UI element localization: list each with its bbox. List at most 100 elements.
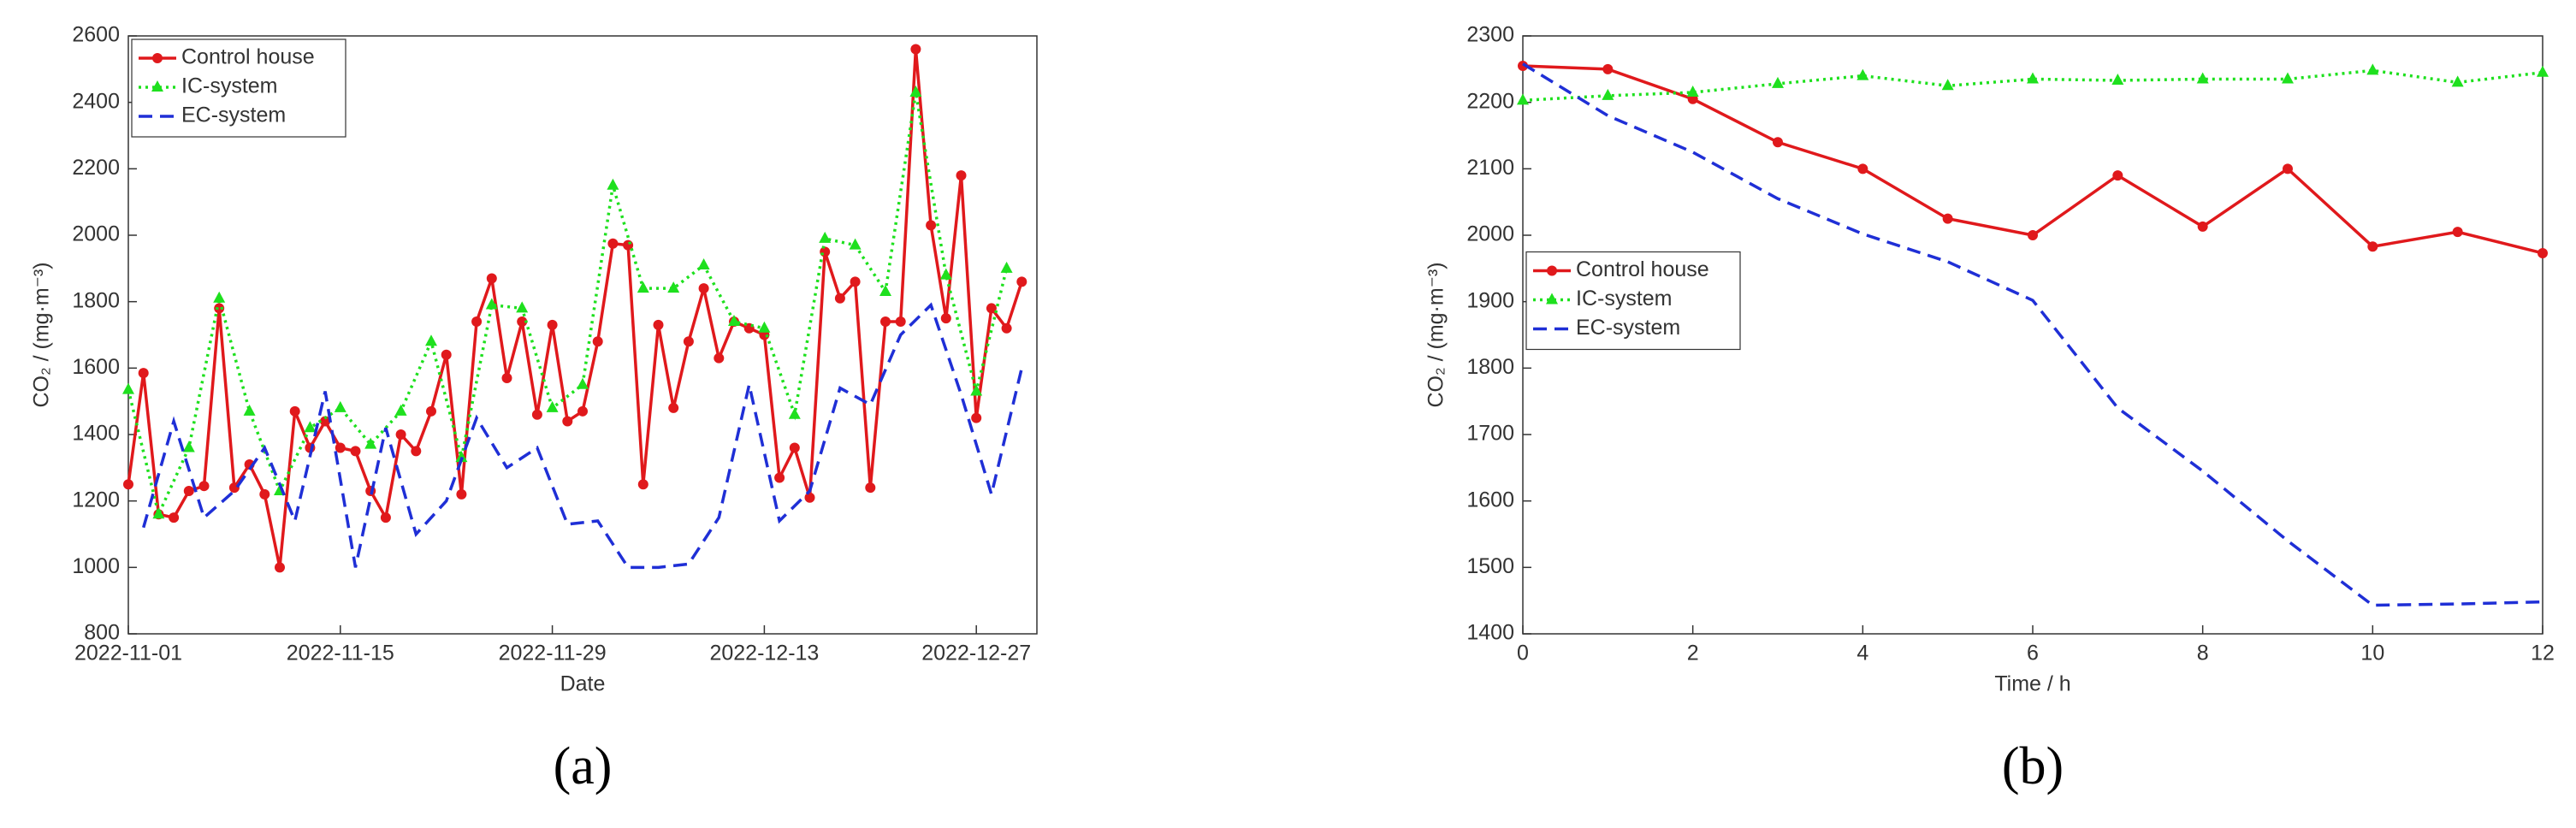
point bbox=[259, 488, 270, 500]
point bbox=[304, 421, 317, 433]
point bbox=[834, 293, 845, 304]
point bbox=[607, 178, 619, 190]
point bbox=[728, 314, 740, 326]
x-tick-label: 4 bbox=[1856, 642, 1868, 665]
point bbox=[213, 291, 226, 303]
point bbox=[546, 400, 559, 412]
point bbox=[425, 334, 437, 346]
point bbox=[1686, 86, 1699, 98]
point bbox=[895, 316, 906, 327]
x-tick-label: 2022-12-13 bbox=[709, 642, 819, 665]
point bbox=[2283, 163, 2293, 174]
point bbox=[909, 86, 922, 98]
legend-label: IC-system bbox=[1576, 287, 1673, 310]
y-tick-label: 2400 bbox=[72, 89, 120, 113]
point bbox=[138, 368, 149, 379]
x-tick-label: 6 bbox=[2027, 642, 2039, 665]
x-tick-label: 2022-11-15 bbox=[287, 642, 394, 665]
y-tick-label: 1000 bbox=[72, 554, 120, 578]
point bbox=[501, 372, 512, 383]
legend-marker bbox=[151, 80, 163, 92]
point bbox=[456, 488, 467, 500]
y-tick-label: 2600 bbox=[72, 23, 120, 47]
point bbox=[486, 273, 497, 284]
point bbox=[516, 301, 529, 313]
point bbox=[879, 285, 891, 297]
point bbox=[1857, 163, 1868, 174]
point bbox=[910, 44, 921, 55]
y-tick-label: 1900 bbox=[1466, 288, 1514, 312]
y-tick-label: 2000 bbox=[1466, 222, 1514, 246]
x-tick-label: 12 bbox=[2531, 642, 2555, 665]
point bbox=[1602, 88, 1614, 100]
x-tick-label: 8 bbox=[2197, 642, 2209, 665]
point bbox=[2537, 65, 2549, 77]
x-axis-label: Date bbox=[560, 672, 606, 696]
x-tick-label: 2022-11-29 bbox=[499, 642, 607, 665]
point bbox=[562, 416, 573, 427]
point bbox=[411, 446, 422, 457]
y-tick-label: 1800 bbox=[72, 288, 120, 312]
legend-label: EC-system bbox=[181, 104, 286, 127]
point bbox=[2538, 247, 2548, 258]
point bbox=[183, 486, 194, 497]
point bbox=[788, 407, 801, 419]
legend-marker bbox=[1546, 293, 1558, 305]
series-line bbox=[1522, 62, 2543, 607]
legend-label: EC-system bbox=[1576, 316, 1680, 340]
point bbox=[426, 405, 436, 417]
point bbox=[2452, 227, 2463, 238]
y-tick-label: 1600 bbox=[1466, 488, 1514, 512]
point bbox=[334, 400, 346, 412]
point bbox=[455, 451, 468, 463]
series-line bbox=[127, 49, 1023, 568]
point bbox=[774, 472, 785, 483]
point bbox=[1773, 137, 1783, 148]
point bbox=[531, 409, 542, 420]
point bbox=[1517, 93, 1529, 105]
point bbox=[577, 405, 588, 417]
point bbox=[697, 257, 710, 269]
legend-marker bbox=[1547, 265, 1557, 276]
point bbox=[653, 319, 664, 330]
point bbox=[198, 481, 210, 492]
point bbox=[637, 479, 648, 490]
point bbox=[182, 441, 195, 452]
point bbox=[789, 442, 800, 453]
point bbox=[714, 352, 725, 364]
legend-label: Control house bbox=[181, 45, 315, 69]
point bbox=[956, 170, 967, 181]
series bbox=[1517, 63, 2549, 105]
point bbox=[970, 384, 983, 396]
point bbox=[320, 416, 331, 427]
point bbox=[380, 512, 391, 523]
point bbox=[804, 492, 815, 503]
point bbox=[592, 336, 603, 347]
series-line bbox=[142, 302, 1024, 570]
series bbox=[1522, 62, 2543, 607]
point bbox=[971, 412, 982, 423]
point bbox=[2027, 72, 2039, 84]
y-tick-label: 1500 bbox=[1466, 554, 1514, 578]
x-tick-label: 2022-12-27 bbox=[921, 642, 1031, 665]
point bbox=[485, 298, 498, 310]
point bbox=[940, 313, 951, 324]
x-tick-label: 10 bbox=[2360, 642, 2384, 665]
caption: (b) bbox=[2002, 737, 2064, 795]
point bbox=[1602, 63, 1614, 74]
point bbox=[758, 321, 771, 333]
legend-label: IC-system bbox=[181, 74, 278, 98]
y-tick-label: 2000 bbox=[72, 222, 120, 246]
y-tick-label: 800 bbox=[84, 621, 120, 645]
point bbox=[668, 402, 679, 413]
y-tick-label: 1800 bbox=[1466, 355, 1514, 379]
point bbox=[1856, 68, 1869, 80]
point bbox=[335, 442, 346, 453]
point bbox=[607, 238, 619, 249]
point bbox=[547, 319, 558, 330]
point bbox=[2282, 72, 2294, 84]
legend-label: Control house bbox=[1576, 257, 1709, 281]
y-tick-label: 2200 bbox=[1466, 89, 1514, 113]
point bbox=[289, 405, 300, 417]
